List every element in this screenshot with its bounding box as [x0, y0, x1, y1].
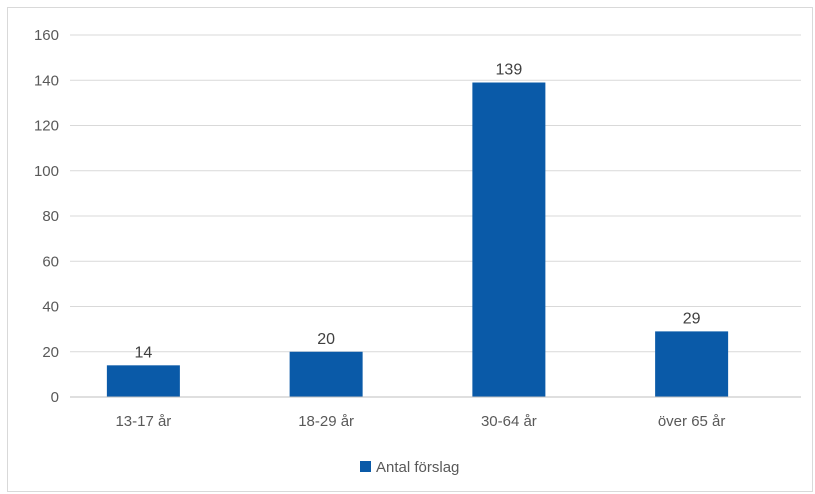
x-axis-ticks: 13-17 år 18-29 år 30-64 år över 65 år — [115, 413, 725, 430]
data-labels: 14 20 139 29 — [134, 62, 700, 362]
data-label: 139 — [496, 62, 523, 79]
data-label: 14 — [134, 344, 152, 361]
bars — [106, 82, 729, 397]
chart-frame — [7, 7, 813, 492]
y-tick-label: 20 — [42, 344, 59, 361]
y-tick-label: 80 — [42, 208, 59, 225]
x-tick-label: 13-17 år — [115, 413, 171, 430]
legend: Antal förslag — [360, 459, 459, 476]
gridlines — [70, 34, 801, 353]
legend-swatch — [360, 461, 371, 472]
y-tick-label: 160 — [34, 27, 59, 44]
bar — [106, 365, 180, 397]
x-tick-label: 18-29 år — [298, 413, 354, 430]
legend-label: Antal förslag — [376, 459, 459, 476]
bar — [472, 82, 546, 397]
bar — [289, 351, 363, 397]
x-tick-label: 30-64 år — [481, 413, 537, 430]
y-tick-label: 40 — [42, 299, 59, 316]
y-tick-label: 120 — [34, 118, 59, 135]
x-tick-label: över 65 år — [658, 413, 726, 430]
data-label: 29 — [683, 310, 701, 327]
y-tick-label: 60 — [42, 253, 59, 270]
y-axis-ticks: 0 20 40 60 80 100 120 140 160 — [34, 27, 59, 406]
bar — [655, 331, 729, 397]
y-tick-label: 0 — [51, 389, 59, 406]
data-label: 20 — [317, 331, 335, 348]
y-tick-label: 100 — [34, 163, 59, 180]
y-tick-label: 140 — [34, 72, 59, 89]
